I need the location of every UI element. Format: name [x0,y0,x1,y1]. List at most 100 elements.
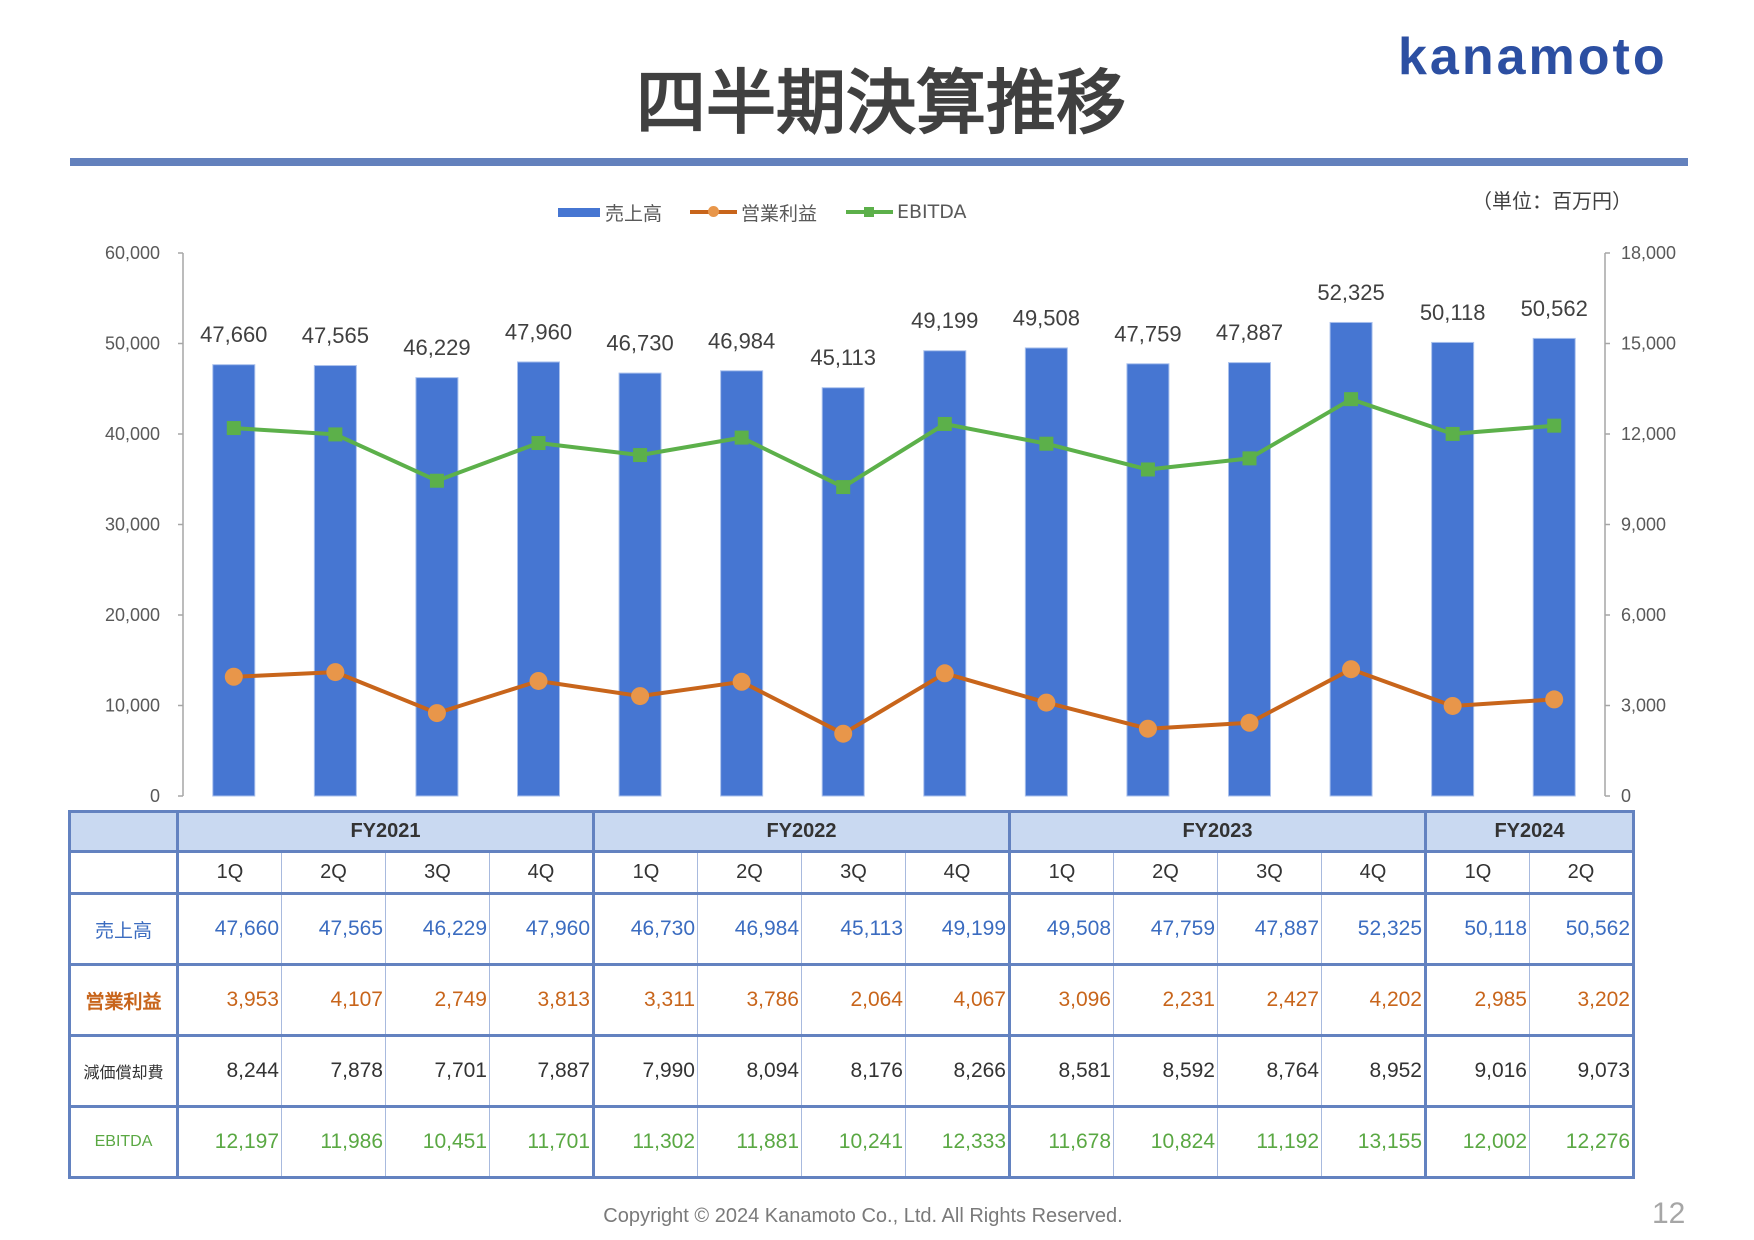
marker-operating-profit [1342,660,1361,679]
left-axis-tick-label: 0 [150,786,160,806]
legend-circle-marker-icon [708,206,719,217]
page-number: 12 [1652,1197,1686,1230]
unit-note: （単位：百万円） [1472,189,1632,213]
quarterly-results-chart: 0 10,000 20,000 30,000 40,000 50,000 60,000 0 3,… [105,243,1676,806]
table-row-operating-profit: 営業利益 3,953 4,107 2,749 3,813 3,311 3,786 2,064 4… [69,963,1634,1037]
bar-data-label: 46,229 [403,335,470,360]
bar-data-label: 47,759 [1114,321,1181,346]
table-cell: 47,759 [1113,892,1218,966]
bar-sales [517,361,560,797]
table-cell: 8,176 [801,1034,906,1108]
bar-data-label: 47,565 [302,323,369,348]
table-cell: 12,197 [176,1105,282,1179]
table-cell: 9,073 [1529,1034,1634,1108]
table-cell: 47,660 [176,892,282,966]
bar-sales [1431,341,1475,797]
right-axis-tick-label: 9,000 [1621,515,1666,535]
marker-ebitda [836,480,851,495]
legend-item-operating-profit: 営業利益 [690,200,818,225]
left-axis-tick-label: 20,000 [105,605,160,625]
table-cell: 11,678 [1008,1105,1114,1179]
marker-operating-profit [1240,713,1259,732]
legend-label-operating-profit: 営業利益 [741,202,818,225]
table-cell: 3,202 [1529,963,1634,1037]
quarter-header: 1Q [592,850,698,895]
row-label: EBITDA [69,1105,178,1179]
table-cell: 12,276 [1529,1105,1634,1179]
quarter-header: 2Q [697,850,802,895]
page-title: 四半期決算推移 [636,62,1126,144]
fiscal-year-header: FY2022 [592,810,1010,853]
table-cell: 2,749 [385,963,490,1037]
left-axis-tick-label: 50,000 [105,334,160,354]
line-operating-profit [233,667,1555,736]
right-axis-tick-label: 18,000 [1621,243,1676,263]
kanamoto-logo: kanamoto [1398,28,1668,86]
table-cell: 7,990 [592,1034,698,1108]
table-cell: 3,311 [592,963,698,1037]
legend-line-swatch-icon [690,206,737,217]
quarter-header: 1Q [1424,850,1530,895]
quarter-header: 4Q [489,850,594,895]
table-cell: 4,202 [1321,963,1426,1037]
bar-sales [415,377,459,797]
marker-ebitda [1445,426,1460,441]
table-cell: 12,002 [1424,1105,1530,1179]
marker-operating-profit [529,671,548,690]
bar-data-label: 46,730 [606,331,673,356]
table-cell: 3,096 [1008,963,1114,1037]
quarter-header: 1Q [176,850,282,895]
right-axis-tick-label: 6,000 [1621,605,1666,625]
legend-square-marker-icon [864,207,874,217]
right-axis-tick-label: 12,000 [1621,424,1676,444]
table-cell: 46,730 [592,892,698,966]
right-axis-tick-label: 0 [1621,786,1631,806]
right-axis-tick-label: 15,000 [1621,334,1676,354]
right-axis-tick-label: 3,000 [1621,696,1666,716]
marker-operating-profit [732,672,751,691]
row-label: 営業利益 [69,963,178,1037]
bar-data-label: 47,887 [1216,320,1283,345]
table-cell: 11,302 [592,1105,698,1179]
marker-ebitda [1344,392,1359,407]
table-cell: 11,701 [489,1105,594,1179]
table-cell: 9,016 [1424,1034,1530,1108]
table-cell: 7,701 [385,1034,490,1108]
marker-operating-profit [631,687,650,706]
marker-operating-profit [834,724,853,743]
left-axis-tick-label: 60,000 [105,243,160,263]
table-cell: 50,562 [1529,892,1634,966]
table-row-sales: 売上高 47,660 47,565 46,229 47,960 46,730 46,984 4… [69,892,1634,966]
table-cell: 2,427 [1217,963,1322,1037]
table-cell: 11,881 [697,1105,802,1179]
marker-operating-profit [427,704,446,723]
table-cell: 52,325 [1321,892,1426,966]
quarter-header: 3Q [385,850,490,895]
table-cell: 11,986 [281,1105,386,1179]
quarter-header: 2Q [1529,850,1634,895]
title-divider [70,158,1688,166]
table-cell: 8,244 [176,1034,282,1108]
bar-data-label: 45,113 [810,345,876,370]
marker-ebitda [633,448,648,463]
marker-ebitda [531,436,546,451]
table-cell: 47,565 [281,892,386,966]
fiscal-year-header: FY2024 [1424,810,1634,853]
table-cell: 7,887 [489,1034,594,1108]
quarter-header: 4Q [1321,850,1426,895]
marker-ebitda [429,473,444,488]
table-cell: 49,508 [1008,892,1114,966]
bar-data-label: 50,562 [1521,296,1588,321]
table-cell: 2,985 [1424,963,1530,1037]
left-axis-tick-label: 40,000 [105,424,160,444]
table-cell: 2,231 [1113,963,1218,1037]
row-label: 売上高 [69,892,178,966]
left-axis-tick-label: 10,000 [105,696,160,716]
line-ebitda [233,397,1555,490]
marker-operating-profit [1138,719,1157,738]
table-cell: 47,960 [489,892,594,966]
marker-ebitda [1242,451,1257,466]
legend-label-ebitda: EBITDA [897,201,967,223]
quarter-header: 3Q [1217,850,1322,895]
table-cell: 4,107 [281,963,386,1037]
